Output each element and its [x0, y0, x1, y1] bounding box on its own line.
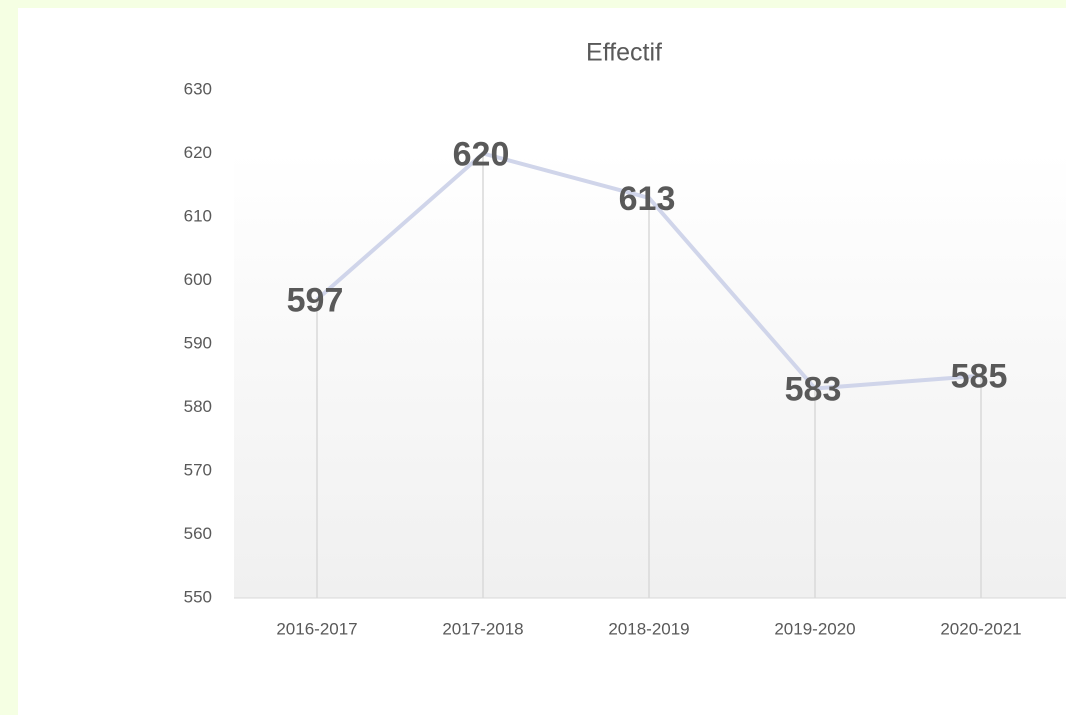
- y-tick-label: 610: [184, 206, 212, 225]
- chart: Effectif 550 560 570 580 590 600 610 620 630 2016…: [18, 8, 1066, 715]
- y-tick-label: 620: [184, 143, 212, 162]
- data-label: 620: [453, 135, 510, 173]
- x-tick-label: 2017-2018: [442, 619, 523, 638]
- plot-area: [234, 90, 1066, 598]
- y-tick-label: 580: [184, 397, 212, 416]
- y-tick-label: 560: [184, 524, 212, 543]
- y-tick-label: 570: [184, 460, 212, 479]
- data-label: 585: [951, 358, 1008, 396]
- y-tick-label: 600: [184, 270, 212, 289]
- data-label: 597: [287, 282, 344, 320]
- chart-title: Effectif: [586, 39, 662, 67]
- line: [315, 151, 982, 391]
- y-tick-label: 550: [184, 587, 212, 606]
- data-label: 613: [619, 180, 676, 218]
- x-tick-label: 2020-2021: [940, 619, 1021, 638]
- y-tick-label: 630: [184, 79, 212, 98]
- x-tick-label: 2016-2017: [276, 619, 357, 638]
- y-tick-label: 590: [184, 333, 212, 352]
- x-tick-label: 2018-2019: [608, 619, 689, 638]
- x-tick-label: 2019-2020: [774, 619, 855, 638]
- data-label: 583: [785, 370, 842, 408]
